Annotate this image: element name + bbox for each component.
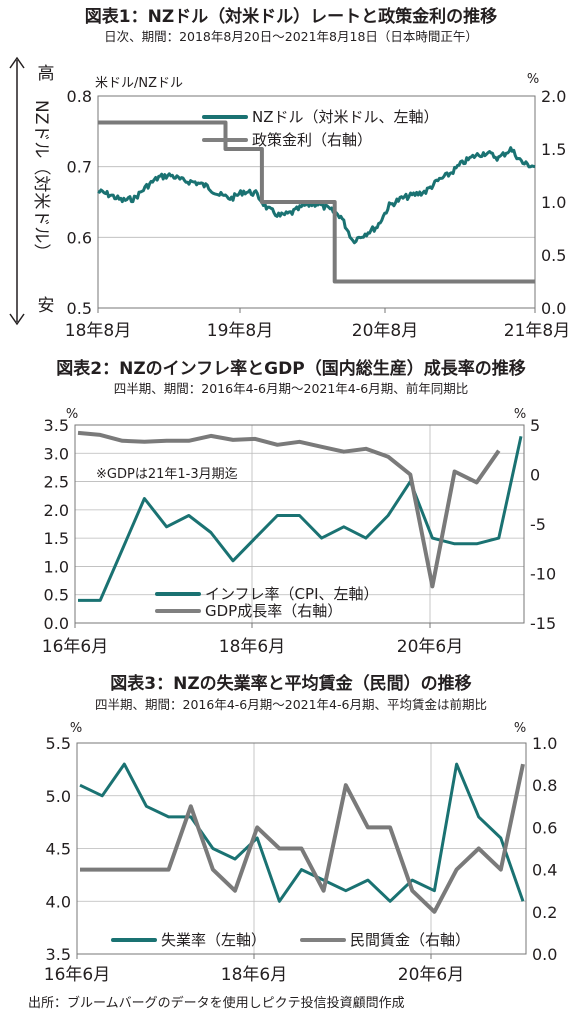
- chart1-xtick: 21年8月: [504, 321, 570, 341]
- chart2-ytick-left: 3.5: [44, 416, 69, 435]
- chart3-series-line-a: [79, 762, 525, 903]
- chart1-legend-rate: 政策金利（右軸）: [252, 131, 372, 149]
- chart3-right-unit: %: [514, 721, 526, 736]
- chart1-side-low: 安: [38, 296, 55, 316]
- chart2: 図表2：NZのインフレ率とGDP（国内総生産）成長率の推移 四半期、期間：201…: [42, 358, 556, 657]
- chart1-series-line-b: [98, 120, 535, 284]
- chart1-ytick-right: 1.0: [541, 193, 566, 212]
- chart3: 図表3：NZの失業率と平均賃金（民間）の推移 四半期、期間：2016年4-6月期…: [44, 673, 558, 985]
- chart2-ytick-left: 1.0: [44, 557, 69, 576]
- chart3-ytick-right: 0.8: [532, 776, 557, 795]
- chart3-ytick-left: 4.5: [46, 840, 71, 859]
- chart3-ytick-right: 0.2: [532, 903, 557, 922]
- chart3-ytick-left: 3.5: [46, 945, 71, 964]
- chart3-xtick: 16年6月: [44, 965, 110, 985]
- chart3-ytick-right: 1.0: [532, 734, 557, 753]
- chart2-series-line-a: [78, 435, 523, 602]
- chart2-title: 図表2：NZのインフレ率とGDP（国内総生産）成長率の推移: [56, 358, 525, 379]
- chart2-ytick-right: -10: [530, 565, 556, 584]
- chart3-ytick-left: 4.0: [46, 892, 71, 911]
- chart3-ytick-right: 0.6: [532, 818, 557, 837]
- chart1-ytick-left: 0.8: [67, 87, 92, 106]
- chart2-series-line-b: [77, 430, 501, 589]
- chart1-series-line-a: [97, 146, 536, 245]
- chart1: 図表1：NZドル（対米ドル）レートと政策金利の推移 日次、期間：2018年8月2…: [9, 6, 570, 341]
- chart3-xtick: 18年6月: [221, 965, 287, 985]
- chart2-legend-cpi: インフレ率（CPI、左軸）: [205, 585, 379, 603]
- chart2-ytick-left: 3.0: [44, 444, 69, 463]
- chart1-side-label: NZドル（対米ドル）: [31, 100, 51, 260]
- chart1-ytick-right: 0.0: [541, 299, 566, 318]
- chart2-plot-frame: [74, 424, 525, 624]
- chart1-ytick-left: 0.5: [67, 299, 92, 318]
- chart2-ytick-left: 2.0: [44, 501, 69, 520]
- chart2-ytick-left: 2.5: [44, 473, 69, 492]
- chart2-ytick-right: 0: [530, 466, 540, 485]
- chart2-ytick-right: 5: [530, 416, 540, 435]
- chart1-legend: NZドル（対米ドル、左軸） 政策金利（右軸）: [202, 108, 439, 149]
- chart2-left-unit: %: [66, 407, 78, 422]
- chart1-ytick-left: 0.6: [67, 228, 92, 247]
- footer-source: 出所：ブルームバーグのデータを使用しピクテ投信投資顧問作成: [28, 995, 405, 1011]
- chart2-xtick: 16年6月: [42, 637, 108, 657]
- chart1-ytick-right: 1.5: [541, 140, 566, 159]
- chart1-ytick-right: 0.5: [541, 246, 566, 265]
- chart1-plot-frame: [97, 95, 536, 309]
- chart1-side-high: 高: [38, 64, 55, 84]
- chart2-xtick: 18年6月: [219, 637, 285, 657]
- chart2-subtitle: 四半期、期間：2016年4-6月期～2021年4-6月期、前年同期比: [114, 381, 468, 396]
- chart3-title: 図表3：NZの失業率と平均賃金（民間）の推移: [110, 673, 471, 694]
- chart3-xtick: 20年6月: [398, 965, 464, 985]
- chart2-ytick-right: -5: [530, 515, 546, 534]
- chart3-ytick-right: 0.4: [532, 861, 557, 880]
- chart2-note: ※GDPは21年1-3月期迄: [96, 467, 238, 482]
- chart2-xtick: 20年6月: [397, 637, 463, 657]
- chart3-ytick-left: 5.5: [46, 734, 71, 753]
- chart3-legend-unemp: 失業率（左軸）: [161, 931, 266, 949]
- chart2-ytick-left: 1.5: [44, 529, 69, 548]
- chart1-ytick-right: 2.0: [541, 87, 566, 106]
- chart3-left-unit: %: [70, 721, 82, 736]
- chart2-legend: インフレ率（CPI、左軸） GDP成長率（右軸）: [155, 585, 379, 620]
- chart1-legend-nzd: NZドル（対米ドル、左軸）: [252, 108, 439, 126]
- chart3-legend-wage: 民間賃金（右軸）: [350, 931, 470, 949]
- chart2-legend-gdp: GDP成長率（右軸）: [205, 602, 342, 620]
- chart3-legend: 失業率（左軸） 民間賃金（右軸）: [111, 931, 470, 949]
- chart1-title: 図表1：NZドル（対米ドル）レートと政策金利の推移: [85, 6, 497, 27]
- chart1-right-unit: %: [527, 72, 539, 87]
- chart1-xtick: 20年8月: [352, 321, 418, 341]
- chart1-xtick: 19年8月: [207, 321, 273, 341]
- chart1-subtitle: 日次、期間：2018年8月20日～2021年8月18日（日本時間正午）: [104, 29, 478, 44]
- chart1-xtick: 18年8月: [65, 321, 131, 341]
- chart2-ytick-left: 0.0: [44, 614, 69, 633]
- chart3-series-line-b: [80, 763, 525, 914]
- chart1-left-unit: 米ドル/NZドル: [95, 76, 183, 91]
- chart1-side-arrow-down: [9, 313, 25, 326]
- chart2-right-unit: %: [514, 407, 526, 422]
- chart3-ytick-right: 0.0: [532, 945, 557, 964]
- chart3-ytick-left: 5.0: [46, 787, 71, 806]
- chart3-plot-frame: [76, 742, 527, 955]
- chart1-ytick-left: 0.7: [67, 158, 92, 177]
- chart2-ytick-left: 0.5: [44, 586, 69, 605]
- chart3-subtitle: 四半期、期間：2016年4-6月期～2021年4-6月期、平均賃金は前期比: [95, 697, 487, 712]
- chart2-ytick-right: -15: [530, 614, 556, 633]
- chart1-side-arrow-up: [9, 56, 25, 69]
